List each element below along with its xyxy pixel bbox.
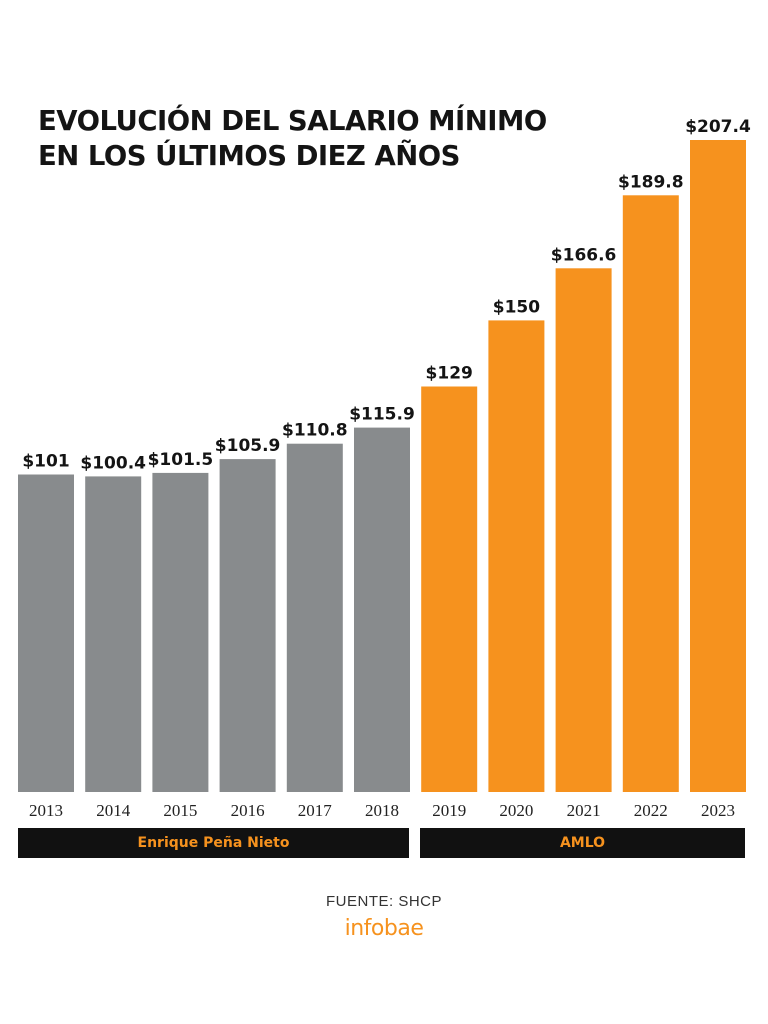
x-tick-label-2023: 2023 [701,801,735,820]
bar-2018 [354,427,410,792]
bar-2021 [555,268,612,792]
x-tick-label-2017: 2017 [298,801,333,820]
bar-value-label-2015: $101.5 [148,450,214,470]
bar-2014 [85,476,142,792]
bar-value-label-2019: $129 [426,364,473,384]
bar-2016 [219,459,276,792]
bar-value-label-2020: $150 [493,297,540,317]
bar-2013 [18,474,74,792]
bar-2015 [152,472,209,792]
group-band-enrique-pena-nieto: Enrique Peña Nieto [18,828,409,858]
x-tick-label-2018: 2018 [365,801,399,820]
chart-title-line-1: EVOLUCIÓN DEL SALARIO MÍNIMO [38,105,547,137]
chart-title-line-2: EN LOS ÚLTIMOS DIEZ AÑOS [38,140,460,172]
bar-value-label-2014: $100.4 [80,453,146,473]
bar-value-label-2022: $189.8 [618,172,684,192]
bar-2022 [622,195,679,793]
group-band-amlo: AMLO [420,828,745,858]
bar-chart: $101 2013 $100.4 2014 $101.5 2015 $105.9 2016 $1… [18,117,751,820]
group-label-amlo: AMLO [559,835,606,851]
bar-value-label-2016: $105.9 [215,436,281,456]
chart-title: EVOLUCIÓN DEL SALARIO MÍNIMO EN LOS ÚLTI… [38,104,547,174]
bar-2017 [286,443,343,792]
bar-2020 [488,320,545,792]
x-tick-label-2015: 2015 [163,801,197,820]
x-tick-label-2022: 2022 [634,801,668,820]
x-tick-label-2019: 2019 [432,801,466,820]
x-tick-label-2016: 2016 [231,801,265,820]
bar-value-label-2017: $110.8 [282,421,348,441]
bar-2023 [690,140,746,792]
bar-value-label-2013: $101 [22,452,69,472]
bar-value-label-2023: $207.4 [685,117,751,137]
x-tick-label-2020: 2020 [499,801,533,820]
group-label-enrique-pena-nieto: Enrique Peña Nieto [137,835,290,851]
x-tick-label-2013: 2013 [29,801,63,820]
x-tick-label-2014: 2014 [96,801,131,820]
bar-2019 [421,386,478,792]
bar-value-label-2021: $166.6 [551,245,617,265]
bar-value-label-2018: $115.9 [349,405,415,425]
source-note: FUENTE: SHCP [325,893,442,910]
brand-logo: infobae [344,916,424,941]
x-tick-label-2021: 2021 [567,801,601,820]
